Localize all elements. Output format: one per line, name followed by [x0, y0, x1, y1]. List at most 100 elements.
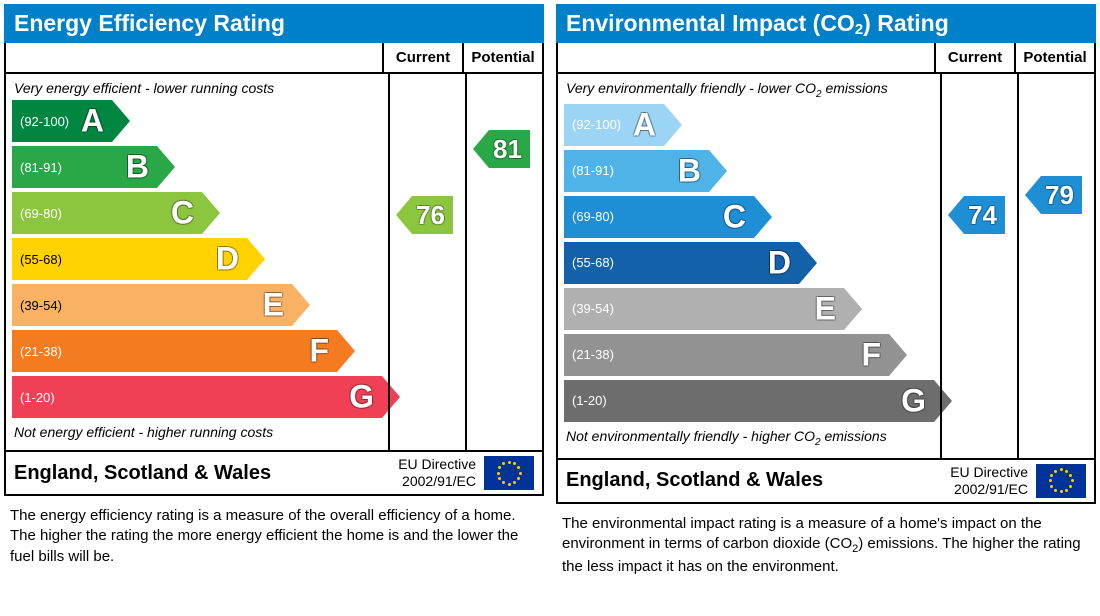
rating-band-c: (69-80)C	[12, 192, 382, 234]
rating-letter: F	[309, 333, 329, 370]
rating-band-a: (92-100) A	[12, 100, 382, 142]
rating-bar: (81-91) B	[564, 150, 709, 192]
rating-band-g: (1-20)G	[564, 380, 934, 422]
rating-bar: (39-54)E	[12, 284, 292, 326]
rating-bar: (21-38) F	[12, 330, 337, 372]
potential-value-column: 81	[465, 74, 542, 450]
potential-rating-value: 81	[489, 130, 530, 168]
bar-arrowhead-icon	[709, 150, 727, 192]
chart-body: Very energy efficient - lower running co…	[6, 74, 542, 450]
rating-letter: D	[216, 241, 239, 278]
current-rating-value: 74	[964, 196, 1005, 234]
current-value-column: 74	[940, 74, 1017, 458]
chart-box: CurrentPotentialVery environmentally fri…	[556, 43, 1096, 504]
panel-description: The energy efficiency rating is a measur…	[4, 496, 544, 567]
current-column-header: Current	[382, 43, 462, 72]
footer-row: England, Scotland & WalesEU Directive200…	[6, 450, 542, 494]
rating-band-g: (1-20) G	[12, 376, 382, 418]
rating-bar: (21-38) F	[564, 334, 889, 376]
rating-bar: (55-68) D	[12, 238, 247, 280]
directive-line-2: 2002/91/EC	[950, 481, 1028, 498]
rating-letter: G	[349, 379, 374, 416]
rating-range: (81-91)	[564, 163, 614, 178]
rating-bar: (69-80) C	[564, 196, 754, 238]
directive-line-2: 2002/91/EC	[398, 473, 476, 490]
column-header-row: CurrentPotential	[558, 43, 1094, 74]
potential-column-header: Potential	[1014, 43, 1094, 72]
rating-bar: (92-100)A	[564, 104, 664, 146]
footer-region: England, Scotland & Wales	[14, 462, 398, 485]
rating-bars-area: Very energy efficient - lower running co…	[6, 74, 388, 450]
rating-range: (92-100)	[564, 117, 621, 132]
rating-range: (21-38)	[564, 347, 614, 362]
bar-arrowhead-icon	[112, 100, 130, 142]
bar-arrowhead-icon	[799, 242, 817, 284]
rating-range: (69-80)	[564, 209, 614, 224]
rating-range: (21-38)	[12, 344, 62, 359]
rating-letter: B	[678, 152, 701, 189]
rating-bar: (81-91) B	[12, 146, 157, 188]
rating-bar: (1-20) G	[12, 376, 382, 418]
bar-arrowhead-icon	[844, 288, 862, 330]
bar-arrowhead-icon	[889, 334, 907, 376]
caption-bottom: Not environmentally friendly - higher CO…	[564, 426, 934, 452]
potential-rating-pointer: 79	[1025, 176, 1082, 214]
rating-band-b: (81-91) B	[12, 146, 382, 188]
caption-top: Very energy efficient - lower running co…	[12, 78, 382, 100]
column-header-row: CurrentPotential	[6, 43, 542, 74]
eu-flag-icon	[484, 456, 534, 490]
rating-letter: F	[861, 336, 881, 373]
rating-letter: A	[81, 103, 104, 140]
potential-rating-value: 79	[1041, 176, 1082, 214]
rating-bar: (55-68) D	[564, 242, 799, 284]
rating-bar: (92-100) A	[12, 100, 112, 142]
environmental-impact-panel: Environmental Impact (CO2) RatingCurrent…	[556, 4, 1096, 577]
rating-range: (55-68)	[564, 255, 614, 270]
rating-bar: (1-20)G	[564, 380, 934, 422]
rating-band-f: (21-38) F	[12, 330, 382, 372]
potential-column-header: Potential	[462, 43, 542, 72]
rating-letter: E	[815, 290, 836, 327]
rating-letter: C	[723, 198, 746, 235]
panel-title: Energy Efficiency Rating	[4, 4, 544, 43]
panel-description: The environmental impact rating is a mea…	[556, 504, 1096, 577]
directive-line-1: EU Directive	[398, 456, 476, 473]
rating-bar: (39-54)E	[564, 288, 844, 330]
chart-body: Very environmentally friendly - lower CO…	[558, 74, 1094, 458]
pointer-arrow-icon	[948, 196, 964, 234]
rating-band-d: (55-68) D	[564, 242, 934, 284]
potential-value-column: 79	[1017, 74, 1094, 458]
rating-band-e: (39-54)E	[564, 288, 934, 330]
rating-range: (39-54)	[12, 298, 62, 313]
energy-efficiency-panel: Energy Efficiency RatingCurrentPotential…	[4, 4, 544, 577]
current-rating-pointer: 76	[396, 196, 453, 234]
potential-rating-pointer: 81	[473, 130, 530, 168]
footer-row: England, Scotland & WalesEU Directive200…	[558, 458, 1094, 502]
rating-letter: D	[768, 244, 791, 281]
rating-band-e: (39-54)E	[12, 284, 382, 326]
footer-directive: EU Directive2002/91/EC	[398, 456, 476, 490]
pointer-arrow-icon	[473, 130, 489, 168]
bar-arrowhead-icon	[157, 146, 175, 188]
rating-band-d: (55-68) D	[12, 238, 382, 280]
chart-box: CurrentPotential Very energy efficient - …	[4, 43, 544, 496]
pointer-arrow-icon	[396, 196, 412, 234]
rating-range: (1-20)	[12, 390, 55, 405]
rating-letter: B	[126, 149, 149, 186]
rating-band-b: (81-91) B	[564, 150, 934, 192]
eu-flag-icon	[1036, 464, 1086, 498]
rating-band-c: (69-80) C	[564, 196, 934, 238]
footer-region: England, Scotland & Wales	[566, 469, 950, 492]
rating-band-a: (92-100)A	[564, 104, 934, 146]
rating-range: (92-100)	[12, 114, 69, 129]
panel-title: Environmental Impact (CO2) Rating	[556, 4, 1096, 43]
bar-arrowhead-icon	[664, 104, 682, 146]
directive-line-1: EU Directive	[950, 464, 1028, 481]
current-rating-value: 76	[412, 196, 453, 234]
rating-range: (81-91)	[12, 160, 62, 175]
caption-bottom: Not energy efficient - higher running co…	[12, 422, 382, 444]
rating-range: (55-68)	[12, 252, 62, 267]
bar-arrowhead-icon	[754, 196, 772, 238]
current-value-column: 76	[388, 74, 465, 450]
bar-arrowhead-icon	[292, 284, 310, 326]
